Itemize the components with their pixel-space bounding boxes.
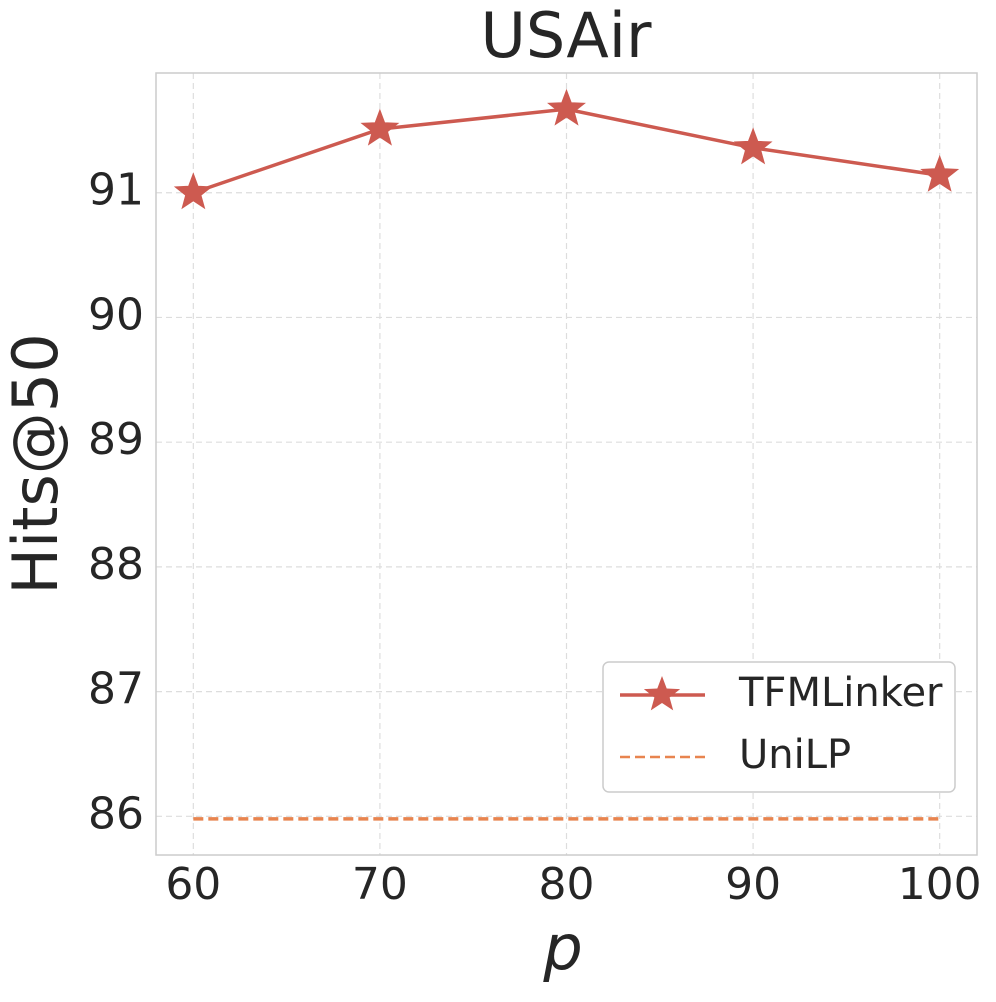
star-marker — [173, 172, 213, 210]
series-line — [192, 107, 940, 195]
star-marker — [547, 88, 586, 126]
y-tick-label: 90 — [88, 289, 144, 340]
y-axis-label: Hits@50 — [0, 333, 72, 594]
y-tick-label: 86 — [88, 788, 144, 839]
x-axis-label: p — [542, 911, 582, 984]
plot-frame — [155, 72, 978, 856]
y-tick-label: 89 — [88, 414, 144, 465]
x-tick-label: 90 — [725, 859, 781, 910]
star-marker — [920, 154, 960, 192]
y-tick-label: 87 — [88, 664, 144, 715]
legend-label: UniLP — [739, 732, 851, 778]
legend-label: TFMLinker — [738, 670, 943, 716]
x-tick-label: 80 — [539, 859, 595, 910]
x-tick-label: 70 — [352, 859, 408, 910]
legend-marker — [643, 676, 681, 711]
y-tick-label: 88 — [88, 539, 144, 590]
y-tick-label: 91 — [88, 165, 144, 216]
star-marker — [733, 127, 773, 165]
x-tick-label: 60 — [165, 859, 221, 910]
chart-title: USAir — [480, 0, 652, 72]
x-tick-label: 100 — [898, 859, 982, 910]
star-marker — [360, 108, 400, 146]
